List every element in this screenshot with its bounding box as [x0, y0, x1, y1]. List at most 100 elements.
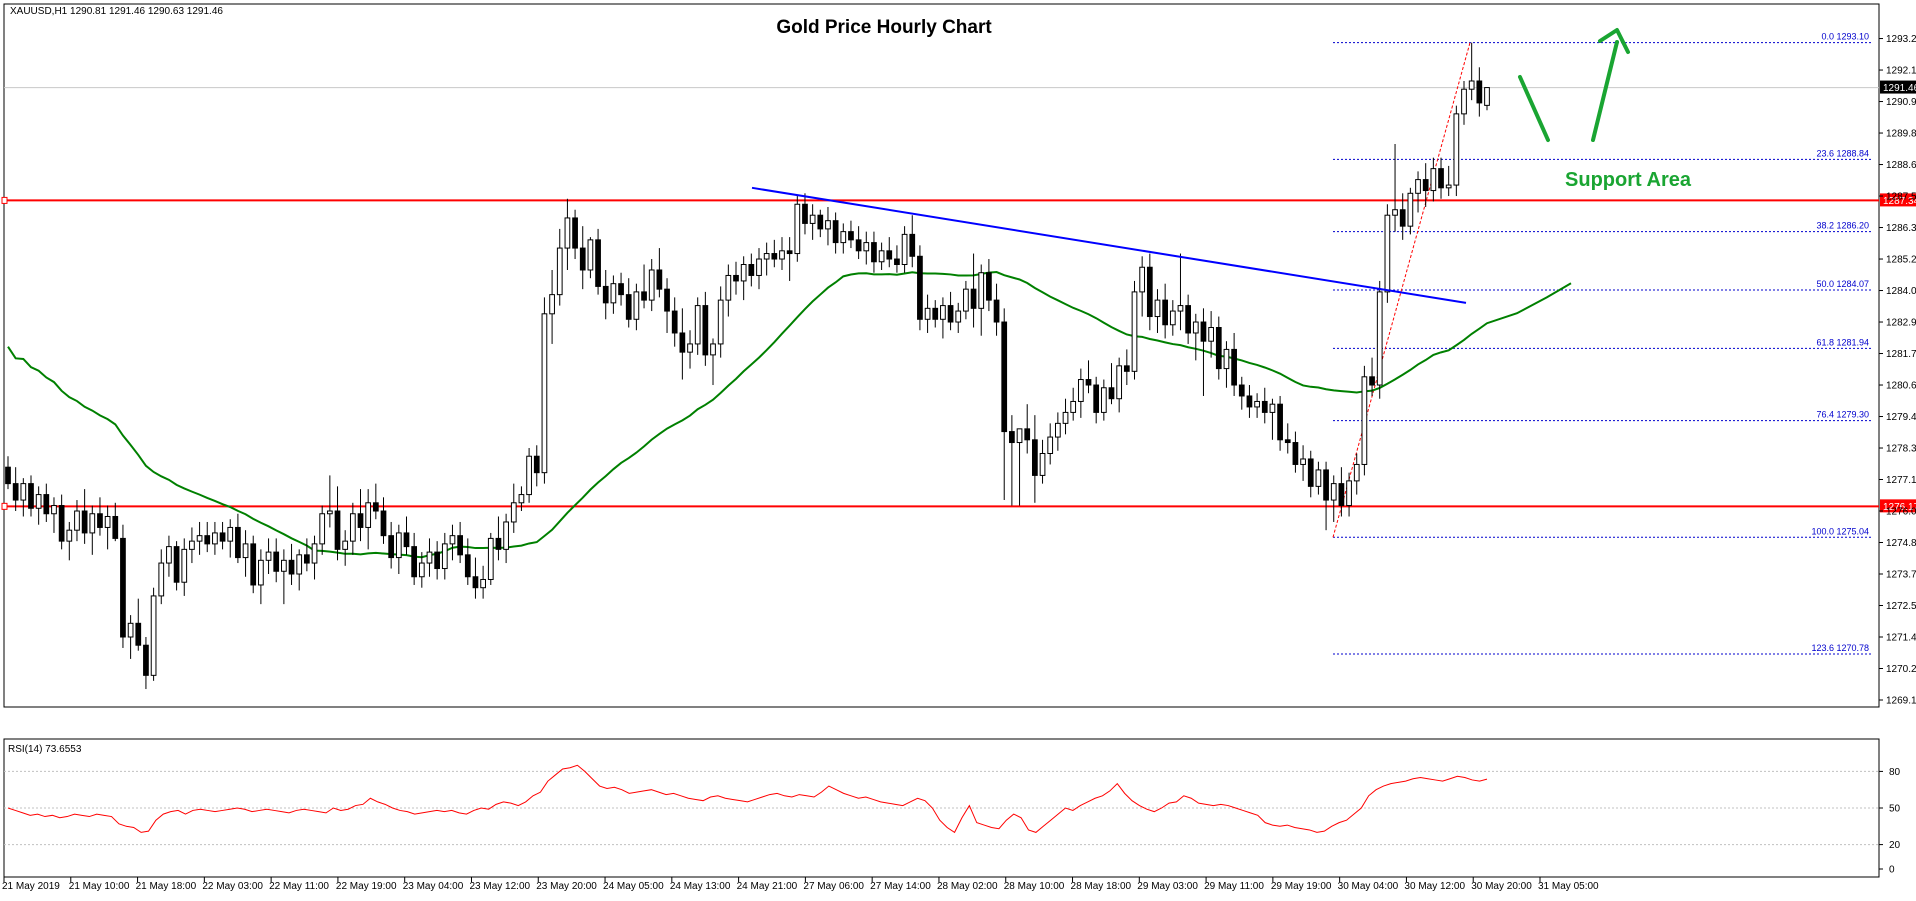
price-tick-label: 1269.10	[1886, 696, 1916, 707]
candle-body	[970, 288, 977, 309]
price-tick-label: 1290.95	[1886, 97, 1916, 108]
candle-body	[5, 466, 11, 485]
candle-body	[326, 510, 333, 515]
candle-body	[863, 242, 870, 252]
candle-body	[1361, 376, 1368, 465]
candle-body	[1353, 463, 1360, 482]
candle-body	[694, 305, 701, 345]
price-tick-label: 1282.90	[1886, 318, 1916, 329]
candle-body	[480, 578, 486, 589]
candle-body	[1177, 305, 1184, 312]
candle-body	[763, 253, 770, 260]
candle-body	[825, 220, 831, 230]
candle-body	[66, 529, 73, 542]
candle-body	[434, 551, 441, 570]
candle-body	[1453, 113, 1460, 186]
candle-body	[204, 535, 211, 545]
candle-body	[1484, 87, 1490, 106]
rsi-line	[7, 764, 1488, 834]
candle-body	[986, 272, 992, 301]
candle-body	[1200, 321, 1207, 342]
candle-body	[288, 559, 295, 575]
candle-body	[802, 203, 808, 224]
candle-body	[687, 343, 693, 353]
candle-body	[1070, 400, 1077, 413]
candle-body	[112, 515, 119, 539]
candle-body	[1108, 387, 1115, 400]
fib-level-label: 100.0 1275.04	[1811, 526, 1869, 536]
candle-body	[1169, 310, 1176, 326]
sr-level-marker	[1, 502, 8, 510]
time-tick-label: 21 May 10:00	[69, 881, 130, 892]
candle-body	[441, 543, 448, 570]
candle-body	[1192, 321, 1199, 334]
fib-level-label: 61.8 1281.94	[1816, 337, 1869, 347]
candle-body	[258, 559, 264, 586]
candle-body	[878, 250, 885, 263]
candle-body	[242, 543, 249, 559]
time-tick-label: 31 May 05:00	[1538, 881, 1599, 892]
candle-body	[150, 595, 157, 676]
fib-level-label: 123.6 1270.78	[1811, 643, 1869, 653]
candle-body	[418, 562, 425, 578]
candle-body	[273, 551, 280, 572]
candle-body	[1208, 327, 1214, 342]
time-tick-label: 29 May 19:00	[1271, 881, 1332, 892]
candle-body	[1284, 439, 1291, 444]
price-tick-label: 1279.45	[1886, 412, 1916, 423]
candle-body	[1032, 439, 1038, 476]
candle-body	[1445, 184, 1452, 189]
rsi-tick-label: 20	[1889, 840, 1901, 851]
candle-body	[1215, 327, 1222, 370]
time-tick-label: 22 May 11:00	[269, 881, 329, 892]
candle-body	[304, 554, 310, 564]
candle-body	[1185, 305, 1191, 334]
fib-level-label: 0.0 1293.10	[1821, 32, 1869, 42]
fib-level-label: 38.2 1286.20	[1816, 221, 1869, 231]
candle-body	[495, 537, 502, 550]
candle-body	[541, 313, 548, 474]
candle-body	[595, 239, 601, 287]
candle-body	[380, 510, 387, 537]
sr-level-badge	[1880, 499, 1916, 513]
candle-body	[1009, 431, 1015, 444]
candle-body	[1246, 395, 1253, 408]
candle-body	[411, 546, 418, 578]
candle-body	[1323, 469, 1329, 501]
price-tick-label: 1285.20	[1886, 255, 1916, 266]
candle-body	[342, 540, 349, 550]
time-tick-label: 24 May 13:00	[670, 881, 731, 892]
candle-body	[901, 233, 908, 266]
sr-level-marker	[1, 196, 8, 204]
candle-body	[587, 239, 594, 271]
candle-body	[357, 513, 364, 528]
trendline	[751, 186, 1467, 304]
candle-body	[212, 532, 218, 545]
chart-title: Gold Price Hourly Chart	[776, 17, 992, 38]
candle-body	[1254, 400, 1260, 408]
candle-body	[319, 513, 326, 545]
candle-body	[457, 535, 463, 556]
candle-body	[1422, 179, 1429, 192]
candle-body	[1077, 379, 1084, 402]
candle-body	[1430, 168, 1437, 192]
candle-body	[97, 513, 103, 528]
candle-body	[58, 505, 65, 542]
candle-body	[1054, 422, 1061, 438]
candle-body	[1277, 403, 1283, 441]
candle-body	[1346, 480, 1352, 507]
candle-body	[809, 214, 816, 224]
candle-body	[924, 307, 931, 320]
rsi-tick-label: 50	[1889, 804, 1901, 815]
candle-body	[817, 214, 824, 230]
candle-body	[189, 540, 195, 550]
candle-body	[1261, 400, 1268, 413]
candle-body	[510, 502, 517, 523]
candle-body	[625, 294, 632, 320]
candle-body	[832, 220, 839, 244]
price-tick-label: 1286.35	[1886, 223, 1916, 234]
price-tick-label: 1288.65	[1886, 160, 1916, 171]
candle-body	[733, 274, 739, 282]
candle-body	[1399, 209, 1406, 227]
